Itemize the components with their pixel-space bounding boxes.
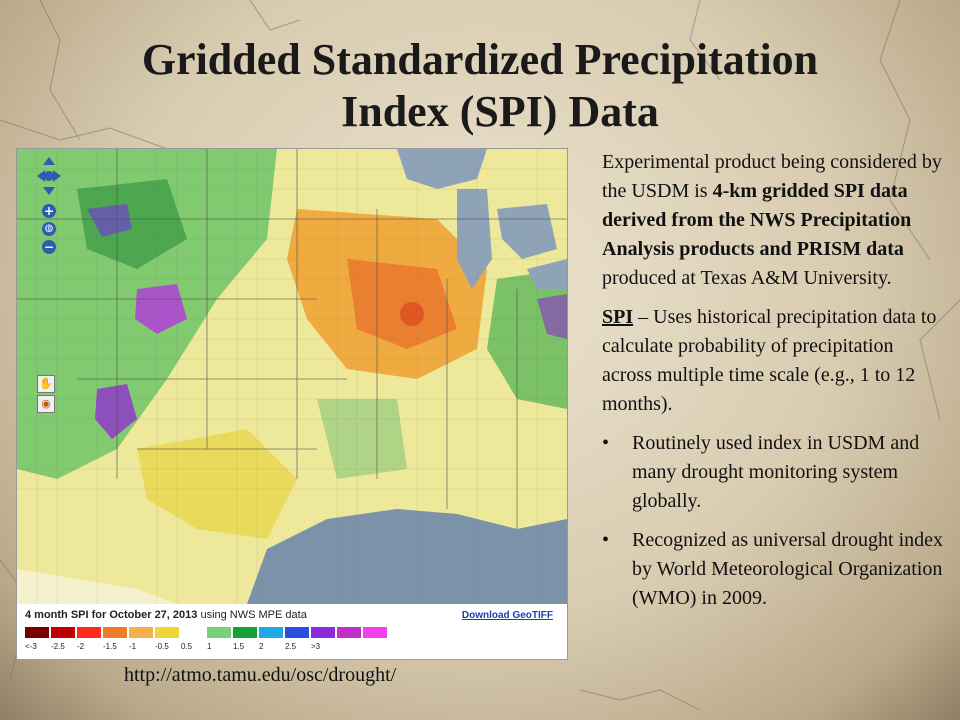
globe-icon[interactable]: ◍ [42, 222, 56, 236]
legend-ticks: <-3 -2.5 -2 -1.5 -1 -0.5 0.5 1 1.5 2 2.5 >3 [25, 642, 337, 651]
legend-swatch [259, 627, 283, 638]
legend-swatch [285, 627, 309, 638]
legend-swatch [311, 627, 335, 638]
zoom-in-icon[interactable]: + [42, 204, 56, 218]
legend-tick-label: 2 [259, 642, 264, 651]
legend-swatch [233, 627, 257, 638]
legend-tick-label: >3 [311, 642, 321, 651]
legend-swatch [207, 627, 231, 638]
bullet-icon: • [602, 529, 610, 551]
legend-title-suffix: using NWS MPE data [197, 609, 307, 621]
legend-swatch [363, 627, 387, 638]
legend-tick-label: <-3 [25, 642, 37, 651]
legend-tick-label: -1 [129, 642, 137, 651]
hand-icon[interactable]: ✋ [37, 375, 55, 393]
legend-swatch [103, 627, 127, 638]
legend-swatches [25, 627, 389, 638]
spi-map-panel: + ◍ − ✋ ◉ 4 month SPI for October 27, 20… [16, 148, 568, 660]
legend-tick-label: -0.5 [155, 642, 169, 651]
legend-tick-label: 2.5 [285, 642, 297, 651]
pan-icon[interactable] [37, 157, 61, 195]
paragraph-intro: Experimental product being considered by… [602, 148, 947, 293]
paragraph-spi: SPI – Uses historical precipitation data… [602, 303, 947, 419]
intro-post: produced at Texas A&M University. [602, 267, 892, 289]
legend-swatch [129, 627, 153, 638]
legend-title: 4 month SPI for October 27, 2013 using N… [25, 609, 307, 621]
legend-title-main: 4 month SPI for October 27, 2013 [25, 609, 198, 621]
intro-bold: 4-km gridded SPI data derived from the N… [602, 180, 912, 260]
bullet-icon: • [602, 432, 610, 454]
download-geotiff-link[interactable]: Download GeoTIFF [461, 610, 553, 621]
intro-pre: Experimental product being considered by… [602, 151, 942, 202]
legend-swatch [337, 627, 361, 638]
spi-definition: – Uses historical precipitation data to … [602, 306, 937, 415]
zoom-out-icon[interactable]: − [42, 240, 56, 254]
spi-term: SPI [602, 306, 634, 328]
legend-tick-label: -2.5 [51, 642, 65, 651]
title-line-1: Gridded Standardized Precipitation [141, 35, 819, 84]
spi-map[interactable] [17, 149, 567, 604]
legend-tick-label: 0.5 [181, 642, 193, 651]
map-nav-controls: + ◍ − [37, 157, 61, 258]
legend-swatch [181, 627, 205, 638]
bullet-text: Recognized as universal drought index by… [632, 529, 944, 609]
legend-swatch [25, 627, 49, 638]
source-url[interactable]: http://atmo.tamu.edu/osc/drought/ [124, 664, 397, 686]
legend-tick-label: -1.5 [103, 642, 117, 651]
legend-tick-label: 1 [207, 642, 212, 651]
legend-tick-label: 1.5 [233, 642, 245, 651]
legend-swatch [155, 627, 179, 638]
bullet-text: Routinely used index in USDM and many dr… [632, 432, 920, 512]
legend-tick-label: -2 [77, 642, 85, 651]
bullet-item: • Routinely used index in USDM and many … [602, 429, 947, 516]
target-icon[interactable]: ◉ [37, 395, 55, 413]
legend-swatch [51, 627, 75, 638]
bullet-item: • Recognized as universal drought index … [602, 526, 947, 613]
title-line-2: Index (SPI) Data [341, 87, 659, 136]
slide-title: Gridded Standardized Precipitation Index… [0, 34, 960, 138]
body-text: Experimental product being considered by… [602, 148, 947, 623]
legend-swatch [77, 627, 101, 638]
